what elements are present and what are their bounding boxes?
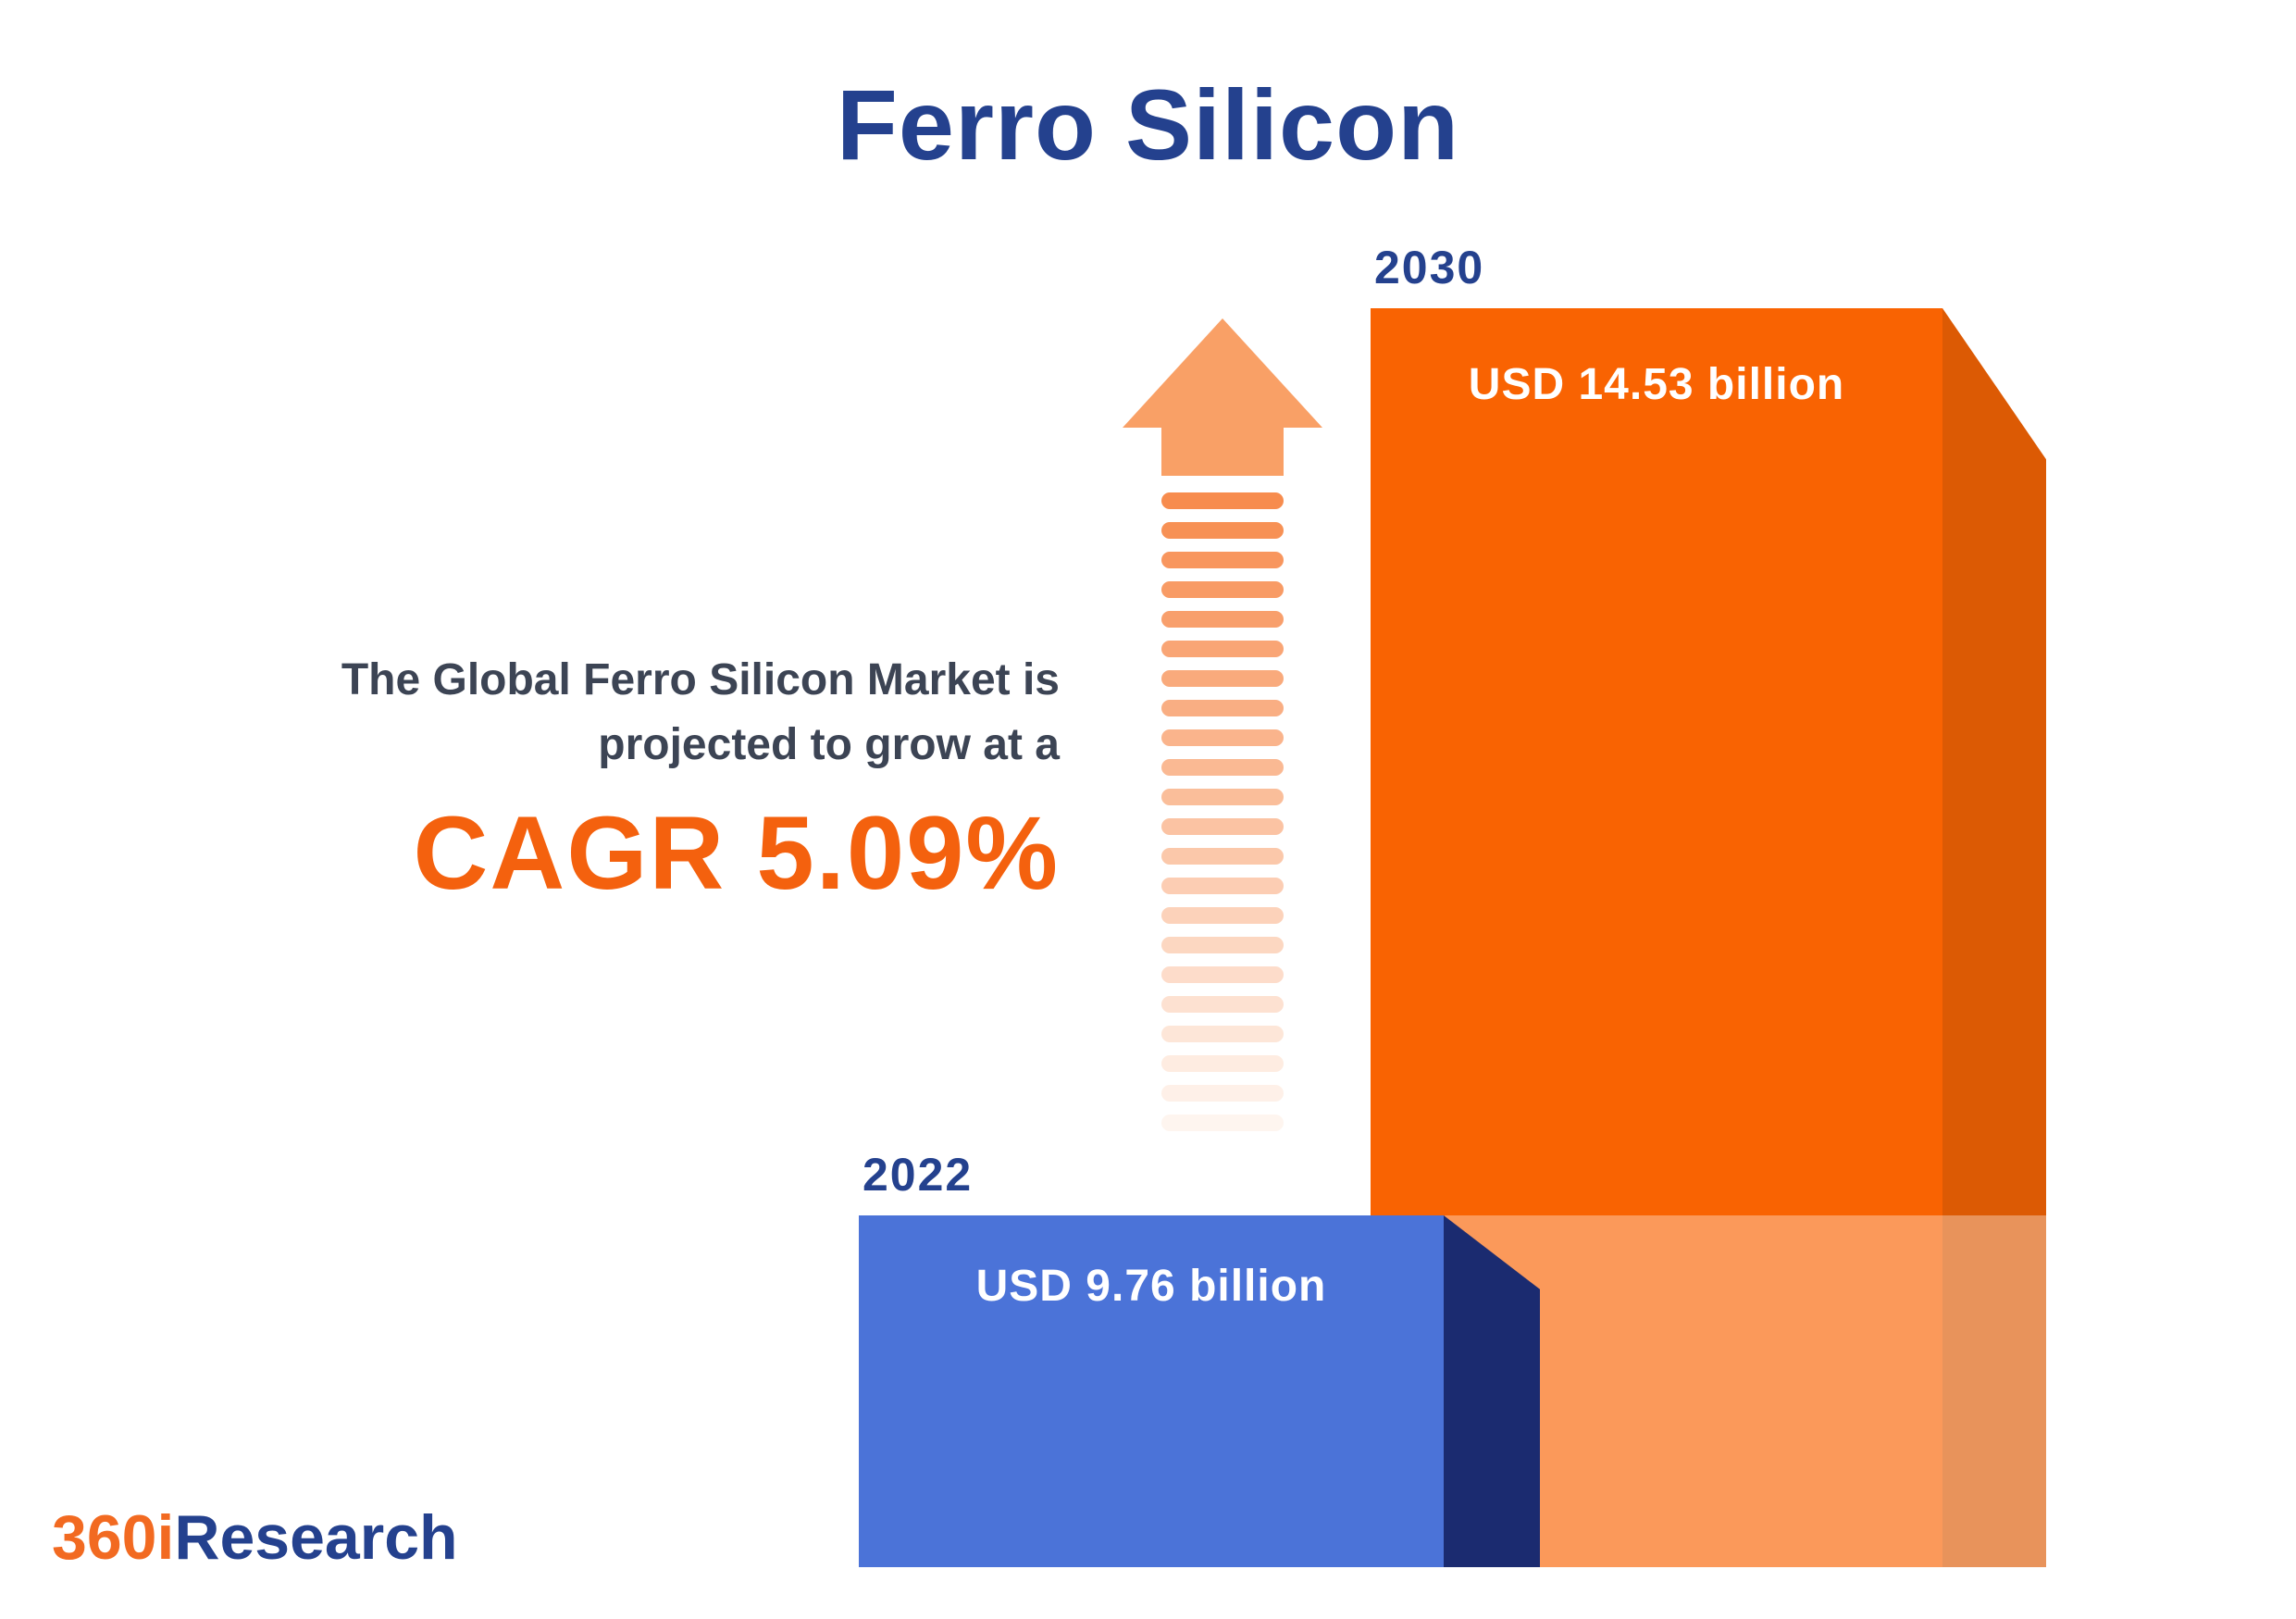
- market-description: The Global Ferro Silicon Market is proje…: [185, 648, 1060, 905]
- logo-research: Research: [174, 1502, 458, 1573]
- bar-2022-value-label: USD 9.76 billion: [975, 1262, 1327, 1311]
- bar-2022-year-label: 2022: [863, 1149, 974, 1201]
- logo: 360iResearch: [52, 1501, 458, 1574]
- arrow-head: [1123, 318, 1322, 428]
- bar-2030-side-face: [1942, 308, 2046, 1567]
- bar-2030-value-label: USD 14.53 billion: [1468, 360, 1845, 409]
- arrow-stub: [1161, 426, 1284, 476]
- cagr-value: CAGR 5.09%: [413, 795, 1060, 911]
- arrow-tail-stripes: [1161, 492, 1284, 1144]
- logo-360i: 360i: [52, 1502, 175, 1573]
- description-line-2: projected to grow at a: [598, 720, 1060, 769]
- description-line-1: The Global Ferro Silicon Market is: [341, 655, 1060, 704]
- bar-2030-year-label: 2030: [1374, 242, 1485, 293]
- chart-title: Ferro Silicon: [836, 68, 1460, 181]
- bar-2022: [859, 1215, 1444, 1567]
